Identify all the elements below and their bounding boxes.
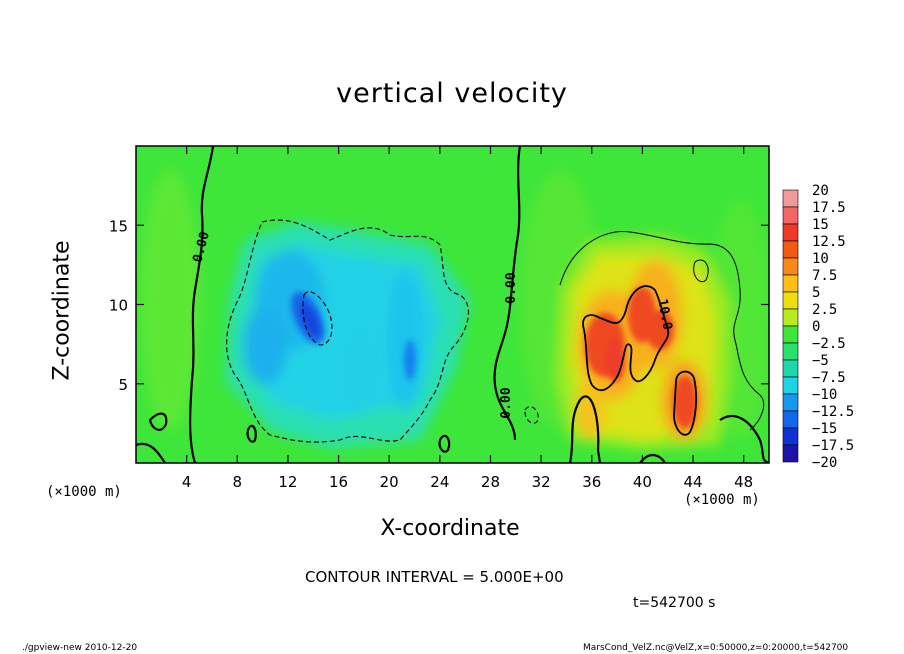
y-tick-label: 10 [109, 297, 128, 315]
x-tick-label: 16 [329, 473, 348, 491]
colorbar-label: −20 [812, 455, 837, 471]
colorbar-label: −15 [812, 421, 837, 437]
x-tick-label: 32 [532, 473, 551, 491]
colorbar-swatch [782, 257, 799, 276]
colorbar-swatch [782, 325, 799, 344]
x-tick-label: 40 [633, 473, 652, 491]
chart-title: vertical velocity [336, 78, 568, 109]
colorbar-swatch [782, 308, 799, 327]
colorbar-swatch [782, 376, 799, 395]
y-tick-label: 5 [118, 376, 128, 394]
colorbar-label: 12.5 [812, 234, 846, 250]
y-tick-label: 15 [109, 217, 128, 235]
colorbar-label: −7.5 [812, 370, 846, 386]
x-tick-label: 20 [380, 473, 399, 491]
colorbar-swatch [782, 342, 799, 361]
colorbar-label: −10 [812, 387, 837, 403]
colorbar-swatch [782, 393, 799, 412]
x-tick-label: 8 [233, 473, 243, 491]
colorbar-label: 10 [812, 251, 829, 267]
contour-label: 0.00 [504, 272, 519, 303]
contour-interval: CONTOUR INTERVAL = 5.000E+00 [305, 568, 564, 586]
colorbar-label: −17.5 [812, 438, 854, 454]
time-label: t=542700 s [633, 595, 716, 611]
colorbar-swatch [782, 206, 799, 225]
x-tick-label: 28 [481, 473, 500, 491]
x-tick-label: 12 [278, 473, 297, 491]
colorbar-label: −2.5 [812, 336, 846, 352]
colorbar-label: 17.5 [812, 200, 846, 216]
colorbar-swatch [782, 359, 799, 378]
colorbar-label: −5 [812, 353, 829, 369]
colorbar-swatch [782, 291, 799, 310]
footer-left: ./gpview-new 2010-12-20 [22, 643, 138, 653]
colorbar-swatch [782, 410, 799, 429]
colorbar-swatch [782, 444, 799, 463]
contour-label: 0.00 [499, 387, 514, 418]
colorbar-swatch [782, 274, 799, 293]
colorbar-swatch [782, 240, 799, 259]
colorbar-label: 7.5 [812, 268, 837, 284]
colorbar-label: 15 [812, 217, 829, 233]
x-tick-label: 36 [582, 473, 601, 491]
x-axis-label: X-coordinate [380, 516, 520, 541]
x-tick-label: 24 [430, 473, 449, 491]
colorbar-label: 0 [812, 319, 820, 335]
contour-label: 10.0 [654, 298, 674, 332]
x-unit-label-right: (×1000 m) [684, 492, 760, 508]
x-tick-label: 48 [734, 473, 753, 491]
colorbar-label: 20 [812, 183, 829, 199]
x-tick-label: 4 [182, 473, 192, 491]
colorbar-label: 5 [812, 285, 820, 301]
footer-right: MarsCond_VelZ.nc@VelZ,x=0:50000,z=0:2000… [583, 643, 849, 653]
heatmap-field [136, 146, 769, 463]
colorbar-label: 2.5 [812, 302, 837, 318]
colorbar-label: −12.5 [812, 404, 854, 420]
colorbar-swatch [782, 189, 799, 208]
y-axis-label: Z-coordinate [49, 240, 75, 381]
colorbar-swatch [782, 427, 799, 446]
x-axis-ticks: 4 8 12 16 20 24 28 32 36 40 44 48 [182, 146, 753, 491]
x-tick-label: 44 [683, 473, 702, 491]
colorbar-swatch [782, 223, 799, 242]
y-axis-ticks: 5 10 15 [109, 217, 769, 394]
colorbar: 2017.51512.5107.552.50−2.5−5−7.5−10−12.5… [782, 183, 854, 471]
x-unit-label-left: (×1000 m) [46, 484, 122, 500]
